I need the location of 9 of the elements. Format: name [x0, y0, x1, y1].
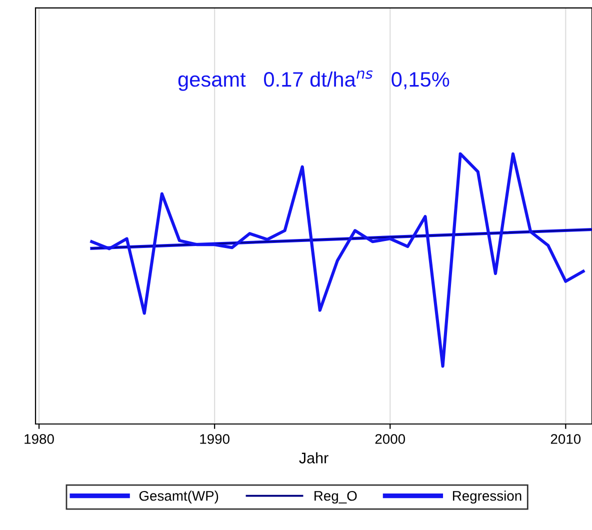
legend-label: Gesamt(WP)	[139, 490, 218, 504]
x-axis-title: Jahr	[299, 452, 328, 464]
x-tick-label: 1990	[200, 434, 230, 444]
x-tick-label: 1980	[24, 434, 54, 444]
x-tick-label: 2000	[375, 434, 406, 444]
x-tick-label: 2010	[550, 434, 581, 444]
text: gesamt 0.17 dt/ha$^{ns}$ 0,15%	[178, 70, 450, 91]
legend-label: Reg_O	[314, 490, 357, 504]
legend-label: Regression	[452, 490, 522, 504]
